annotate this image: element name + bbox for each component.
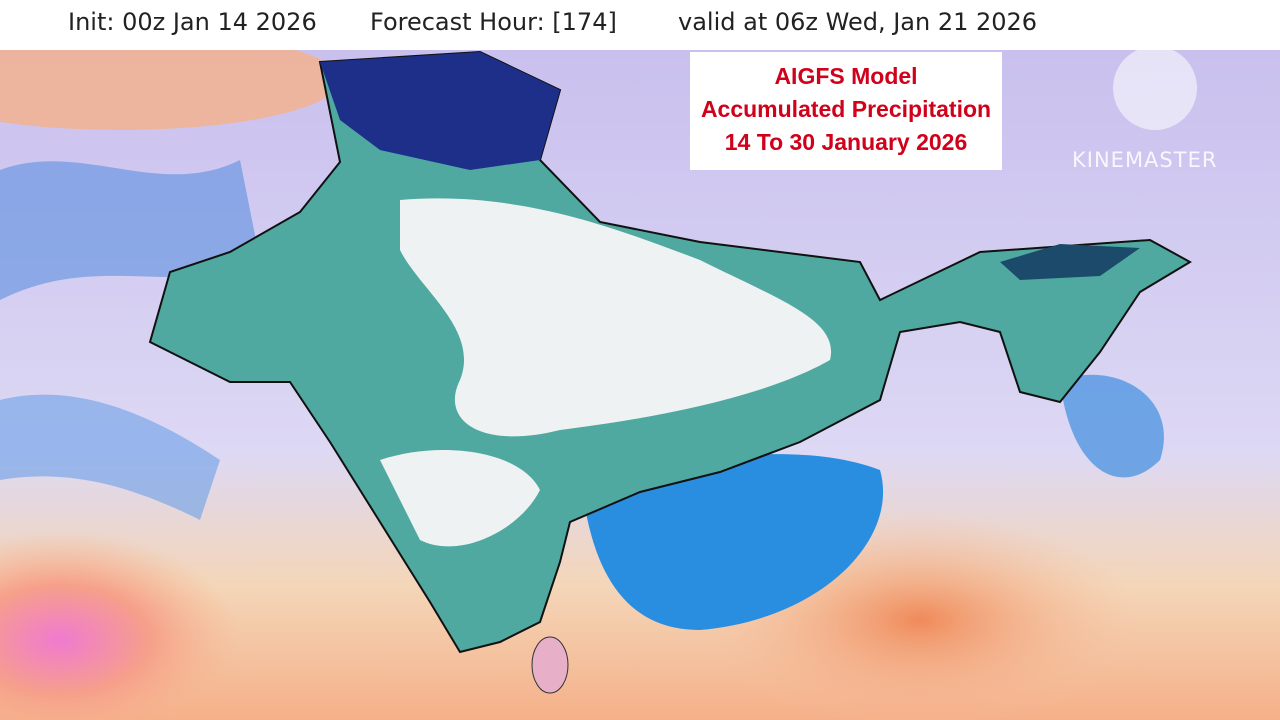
watermark: KINEMASTER (1072, 148, 1218, 172)
valid-time: valid at 06z Wed, Jan 21 2026 (678, 8, 1038, 36)
dry-area (400, 198, 832, 437)
header-bar: Init: 00z Jan 14 2026 Forecast Hour: [17… (0, 0, 1280, 50)
title-line: 14 To 30 January 2026 (724, 129, 968, 155)
hot-area (0, 30, 340, 130)
rain-area (1060, 374, 1164, 478)
title-box: AIGFS Model Accumulated Precipitation 14… (690, 52, 1002, 170)
heavy-precip (1000, 244, 1140, 280)
forecast-hour: Forecast Hour: [174] (370, 8, 617, 36)
hot-area (0, 530, 240, 720)
dry-area (380, 450, 540, 547)
rain-area (0, 394, 220, 520)
sri-lanka (531, 636, 569, 694)
ocean-rain (580, 454, 884, 630)
title-line: AIGFS Model (774, 63, 918, 89)
watermark-logo (1113, 46, 1197, 130)
title-line: Accumulated Precipitation (700, 96, 992, 122)
init-time: Init: 00z Jan 14 2026 (68, 8, 317, 36)
heavy-precip (320, 52, 560, 170)
